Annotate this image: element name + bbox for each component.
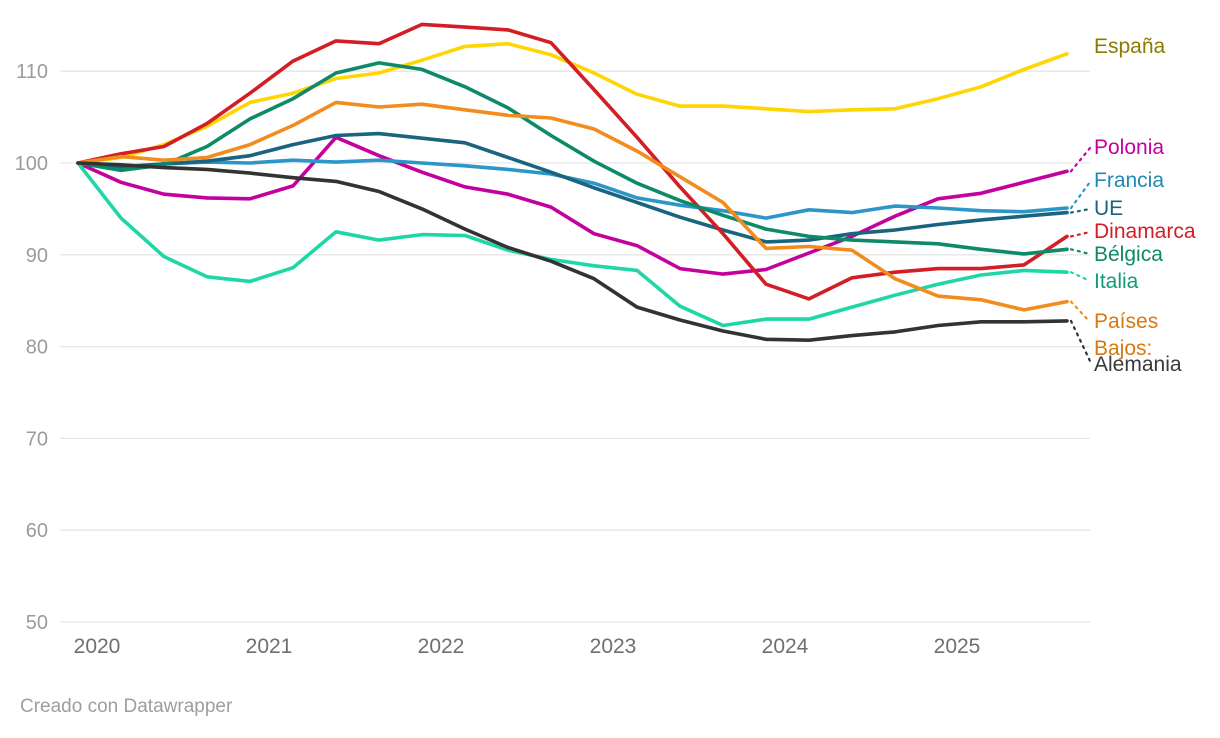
x-tick-label-2023: 2023 [590,635,637,658]
leader-lines [1069,146,1092,363]
label-paises-bajos: Países Bajos: [1094,308,1158,362]
label-line: Francia [1094,169,1165,192]
label-polonia: Polonia [1094,135,1164,161]
label-ue: UE [1094,196,1123,222]
y-axis-labels: 50 60 70 80 90 100 110 [15,61,48,634]
label-line: España [1094,35,1166,58]
leader-paises-bajos [1069,300,1092,324]
line-espana [76,41,1069,165]
label-line: Países [1094,310,1159,333]
label-line: Bélgica [1094,243,1163,266]
leader-ue [1069,207,1092,214]
x-tick-label-2020: 2020 [74,635,121,658]
leader-belgica [1069,248,1092,256]
y-tick-label-90: 90 [26,245,48,267]
leader-italia [1069,271,1092,283]
series-lines [76,22,1069,343]
y-tick-label-70: 70 [26,428,48,450]
label-italia: Italia [1094,269,1138,295]
y-tick-label-60: 60 [26,520,48,542]
line-francia [76,158,1069,220]
label-alemania: Alemania [1094,352,1182,378]
label-francia: Francia [1094,168,1164,194]
label-line: Alemania [1094,353,1182,376]
label-belgica: Bélgica [1094,242,1163,268]
line-dinamarca [76,22,1069,301]
attribution-link[interactable]: Creado con Datawrapper [20,696,233,717]
line-italia [76,161,1069,328]
label-line: Polonia [1094,136,1165,159]
line-belgica [76,61,1069,256]
leader-francia [1069,180,1092,210]
label-line: Dinamarca [1094,220,1196,243]
x-tick-label-2021: 2021 [246,635,293,658]
leader-dinamarca [1069,230,1092,238]
y-tick-label-50: 50 [26,612,48,634]
label-line: UE [1094,197,1124,220]
line-alemania [76,161,1069,343]
label-espana: España [1094,34,1165,60]
line-polonia [76,135,1069,276]
line-paises-bajos [76,100,1069,312]
label-dinamarca: Dinamarca [1094,219,1196,245]
y-tick-label-100: 100 [15,153,48,175]
x-axis-labels: 2020 2021 2022 2023 2024 2025 [74,635,981,658]
line-ue [76,131,1069,244]
label-line: Italia [1094,270,1139,293]
label-line: Bajos: [1094,337,1153,360]
x-tick-label-2022: 2022 [418,635,465,658]
leader-alemania [1069,319,1092,363]
y-tick-label-80: 80 [26,337,48,359]
y-tick-label-110: 110 [16,61,48,83]
x-tick-label-2025: 2025 [934,635,981,658]
leader-polonia [1069,146,1092,173]
x-tick-label-2024: 2024 [762,635,809,658]
